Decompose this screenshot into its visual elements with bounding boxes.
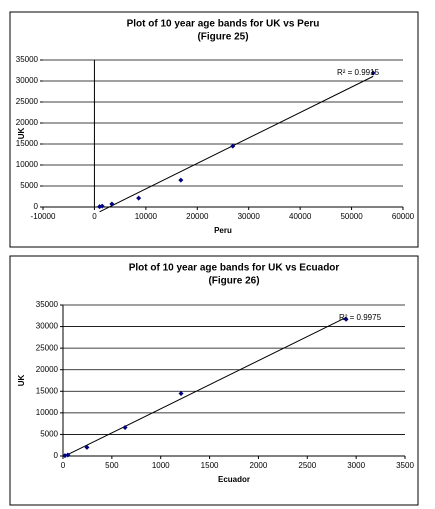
point (178, 177, 184, 183)
x-tick-label: 60000 (392, 212, 415, 221)
trendline (99, 75, 374, 213)
chart-frame (9, 11, 419, 248)
x-tick-label: 2500 (298, 461, 316, 470)
x-tick-label: 30000 (238, 212, 261, 221)
x-axis-label: Peru (214, 226, 232, 235)
trendline (64, 317, 347, 457)
y-tick-label: 35000 (36, 300, 59, 309)
x-tick-label: 3000 (347, 461, 365, 470)
x-tick-label: 10000 (135, 212, 158, 221)
annotation: R² = 0.9915 (337, 68, 380, 77)
chart-subtitle: (Figure 26) (208, 276, 259, 287)
x-tick-label: 40000 (289, 212, 312, 221)
y-tick-label: 20000 (16, 118, 39, 127)
y-tick-label: 30000 (36, 322, 59, 331)
annotation: R² = 0.9975 (339, 313, 382, 322)
x-tick-label: 20000 (186, 212, 209, 221)
x-tick-label: 3500 (396, 461, 414, 470)
y-axis-label: UK (17, 375, 26, 387)
x-tick-label: 0 (92, 212, 97, 221)
y-tick-label: 30000 (16, 76, 39, 85)
x-tick-label: 2000 (250, 461, 268, 470)
y-tick-label: 5000 (20, 181, 38, 190)
point (99, 203, 105, 209)
chart-title: Plot of 10 year age bands for UK vs Peru (127, 19, 320, 30)
y-tick-label: 20000 (36, 365, 59, 374)
point (343, 316, 349, 322)
y-tick-label: 0 (34, 202, 39, 211)
x-tick-label: 1500 (201, 461, 219, 470)
x-axis-label: Ecuador (218, 475, 250, 484)
y-tick-label: 25000 (16, 97, 39, 106)
x-tick-label: 50000 (340, 212, 363, 221)
y-axis-label: UK (17, 128, 26, 140)
x-tick-label: 500 (105, 461, 119, 470)
point (178, 390, 184, 396)
point (370, 70, 376, 76)
point (230, 143, 236, 149)
y-tick-label: 15000 (36, 386, 59, 395)
x-tick-label: -10000 (31, 212, 56, 221)
x-tick-label: 1000 (152, 461, 170, 470)
y-tick-label: 5000 (40, 430, 58, 439)
point (84, 444, 90, 450)
x-tick-label: 0 (61, 461, 66, 470)
y-tick-label: 35000 (16, 55, 39, 64)
y-tick-label: 10000 (36, 408, 59, 417)
point (65, 452, 71, 458)
point (109, 201, 115, 207)
y-tick-label: 15000 (16, 139, 39, 148)
chart-subtitle: (Figure 25) (197, 32, 248, 43)
point (136, 195, 142, 201)
y-tick-label: 25000 (36, 343, 59, 352)
chart-title: Plot of 10 year age bands for UK vs Ecua… (129, 263, 340, 274)
chart-frame (9, 255, 419, 506)
y-tick-label: 10000 (16, 160, 39, 169)
y-tick-label: 0 (54, 451, 59, 460)
point (122, 425, 128, 431)
